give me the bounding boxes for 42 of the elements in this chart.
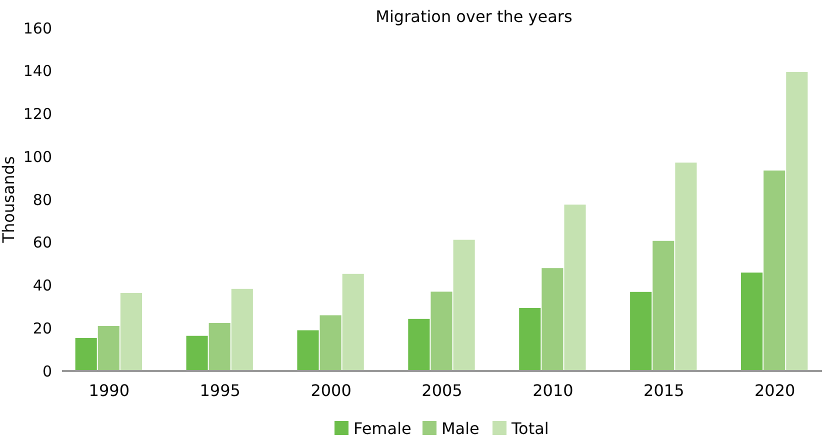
bar [630,292,652,371]
bar [652,240,674,371]
bar [297,330,319,371]
bar [786,72,808,371]
y-tick-label: 60 [32,234,52,252]
y-tick-label: 100 [23,148,52,166]
bar [342,274,364,371]
x-tick-label: 2005 [422,381,462,400]
bar [519,308,541,371]
y-tick-label: 40 [32,276,52,294]
bar [408,318,430,371]
x-tick-label: 1995 [200,381,240,400]
bar [542,268,564,371]
bar [320,315,342,371]
y-tick-label: 0 [42,362,52,380]
x-tick-label: 2020 [754,381,796,400]
x-tick-label: 2015 [644,381,684,400]
y-tick-label: 140 [23,62,52,80]
bar [120,292,142,371]
bar [75,338,97,371]
x-tick-label: 2010 [532,381,574,400]
bar [231,288,253,371]
legend-label: Male [442,419,480,438]
chart-title: Migration over the years [376,7,572,26]
bar [564,204,586,371]
bar [741,272,763,371]
y-tick-label: 20 [32,319,52,338]
bar [453,240,475,371]
legend-label: Total [510,419,549,438]
y-axis-title: Thousands [0,156,18,244]
y-tick-label: 120 [23,105,52,123]
y-tick-label: 160 [23,19,52,38]
bar [430,292,452,371]
bar [186,336,208,371]
bar [98,326,120,371]
y-tick-label: 80 [32,190,52,209]
x-tick-label: 1990 [88,381,130,400]
legend-label: Female [354,419,412,438]
x-tick-label: 2000 [310,381,352,400]
bar [675,162,697,371]
bar [764,170,786,371]
bar [208,322,230,371]
